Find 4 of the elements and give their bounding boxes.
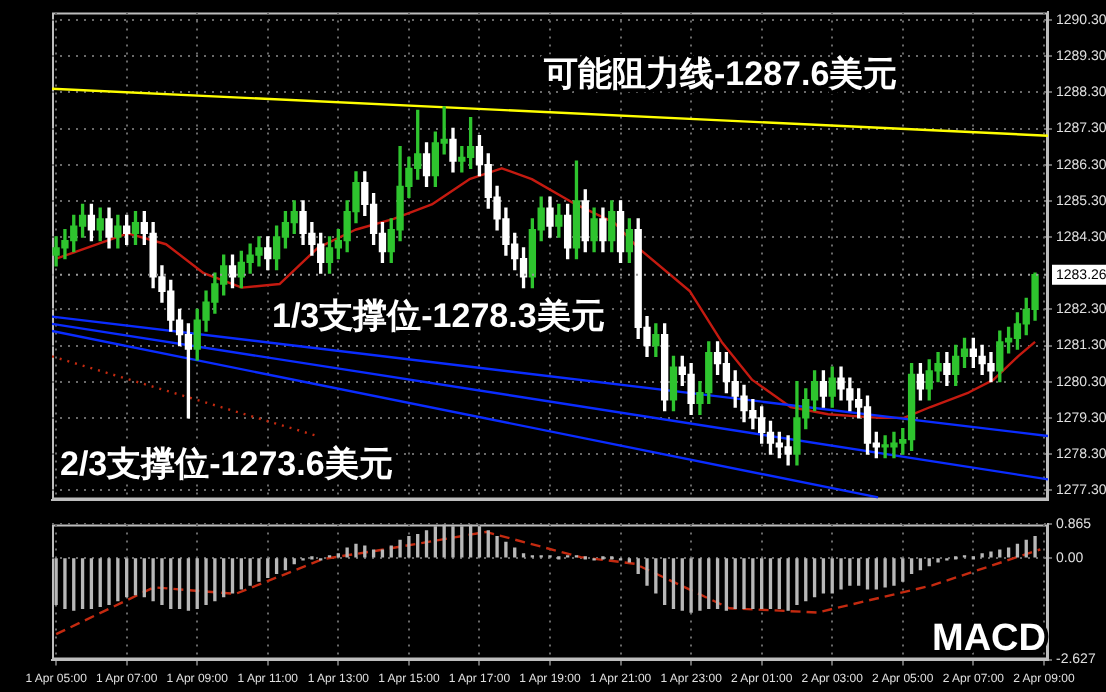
annotation: 可能阻力线-1287.6美元 (542, 55, 898, 94)
annotation: 2/3支撑位-1273.6美元 (60, 445, 393, 484)
annotation: MACD (932, 618, 1046, 661)
annotation: 1/3支撑位-1278.3美元 (272, 297, 605, 336)
